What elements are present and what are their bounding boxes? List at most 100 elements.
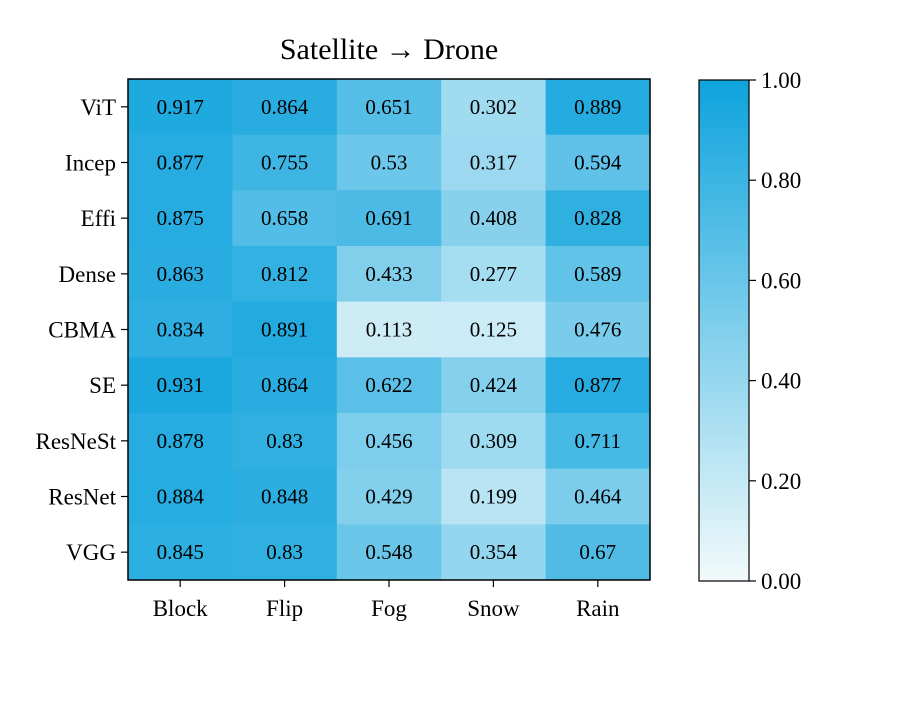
heatmap-cell: [545, 79, 651, 136]
colorbar-ticks: 0.00 0.20 0.40 0.60 0.80 1.00: [749, 68, 801, 594]
heatmap-cell: [128, 79, 233, 136]
heatmap-cell: [232, 413, 338, 470]
heatmap-cell: [545, 468, 651, 525]
cell-value-label: 0.433: [365, 262, 412, 286]
cell-value-label: 0.456: [365, 429, 412, 453]
heatmap-cell: [545, 357, 651, 414]
heatmap-cell: [441, 190, 547, 247]
heatmap-cell: [232, 246, 338, 303]
cell-value-label: 0.834: [157, 318, 205, 342]
cell-value-label: 0.931: [157, 373, 204, 397]
cell-value-label: 0.755: [261, 151, 308, 175]
heatmap-cell: [232, 357, 338, 414]
cell-value-label: 0.878: [157, 429, 204, 453]
cell-value-label: 0.113: [366, 318, 412, 342]
heatmap-cell: [336, 524, 442, 581]
heatmap-cell: [545, 413, 651, 470]
colorbar-tick-label: 1.00: [761, 68, 801, 93]
cell-value-label: 0.864: [261, 95, 309, 119]
heatmap-cell: [545, 134, 651, 191]
cell-value-label: 0.848: [261, 485, 308, 509]
heatmap-cell: [336, 357, 442, 414]
cell-value-label: 0.548: [365, 540, 412, 564]
heatmap-cell: [441, 524, 547, 581]
cell-value-label: 0.354: [470, 540, 518, 564]
cell-value-label: 0.83: [266, 429, 303, 453]
heatmap-cell: [232, 468, 338, 525]
heatmap-cell: [128, 134, 233, 191]
heatmap-cell: [441, 357, 547, 414]
cell-value-label: 0.589: [574, 262, 621, 286]
cell-value-label: 0.594: [574, 151, 622, 175]
heatmap-cell: [128, 524, 233, 581]
cell-value-label: 0.309: [470, 429, 517, 453]
heatmap-cells: [128, 79, 651, 581]
heatmap-cell: [232, 134, 338, 191]
colorbar: [698, 79, 750, 582]
x-tick-label: Fog: [371, 596, 407, 621]
cell-value-label: 0.884: [157, 485, 205, 509]
cell-value-label: 0.875: [157, 206, 204, 230]
x-axis: Block Flip Fog Snow Rain: [153, 580, 620, 621]
heatmap-cell: [441, 246, 547, 303]
cell-value-label: 0.845: [157, 540, 204, 564]
cell-value-label: 0.651: [365, 95, 412, 119]
cell-value-label: 0.658: [261, 206, 308, 230]
y-axis: ViT Incep Effi Dense CBMA SE ResNeSt ResNet VGG: [36, 95, 128, 565]
y-tick-label: SE: [89, 373, 116, 398]
x-tick-label: Rain: [576, 596, 620, 621]
cell-value-label: 0.691: [365, 206, 412, 230]
heatmap-cell: [336, 301, 442, 358]
heatmap-cell: [441, 79, 547, 136]
cell-value-label: 0.877: [574, 373, 621, 397]
heatmap-cell: [232, 524, 338, 581]
cell-value-label: 0.476: [574, 318, 621, 342]
cell-value-label: 0.622: [365, 373, 412, 397]
cell-value-label: 0.863: [157, 262, 204, 286]
cell-value-label: 0.812: [261, 262, 308, 286]
x-tick-label: Block: [153, 596, 208, 621]
heatmap-cell: [441, 301, 547, 358]
heatmap-cell: [128, 301, 233, 358]
cell-value-label: 0.277: [470, 262, 517, 286]
heatmap-cell: [336, 79, 442, 136]
y-tick-label: ResNeSt: [36, 429, 117, 454]
cell-value-label: 0.828: [574, 206, 621, 230]
heatmap-cell: [336, 468, 442, 525]
chart-title: Satellite → Drone: [280, 33, 498, 66]
heatmap-cell: [128, 413, 233, 470]
colorbar-tick-label: 0.80: [761, 168, 801, 193]
cell-value-label: 0.83: [266, 540, 303, 564]
y-tick-label: Incep: [65, 151, 116, 176]
heatmap-cell: [128, 190, 233, 247]
x-tick-label: Flip: [266, 596, 303, 621]
heatmap-cell: [232, 79, 338, 136]
heatmap-cell: [232, 190, 338, 247]
cell-value-label: 0.408: [470, 206, 517, 230]
cell-value-label: 0.67: [579, 540, 616, 564]
cell-value-label: 0.199: [470, 485, 517, 509]
heatmap-cell: [336, 413, 442, 470]
y-tick-label: ViT: [80, 95, 116, 120]
cell-value-label: 0.891: [261, 318, 308, 342]
cell-value-label: 0.429: [365, 485, 412, 509]
heatmap-cell: [232, 301, 338, 358]
y-tick-label: Effi: [81, 206, 116, 231]
heatmap-cell: [545, 301, 651, 358]
heatmap-cell: [128, 246, 233, 303]
colorbar-tick-label: 0.40: [761, 369, 801, 394]
cell-value-label: 0.53: [371, 151, 408, 175]
heatmap-cell: [441, 413, 547, 470]
heatmap-cell: [128, 468, 233, 525]
y-tick-label: ResNet: [48, 485, 116, 510]
cell-labels: 0.917 0.864 0.651 0.302 0.889 0.877 0.755 0.53 0…: [157, 95, 622, 564]
colorbar-tick-label: 0.00: [761, 569, 801, 594]
y-tick-label: CBMA: [48, 318, 116, 343]
y-tick-label: Dense: [59, 262, 116, 287]
x-tick-label: Snow: [467, 596, 520, 621]
cell-value-label: 0.302: [470, 95, 517, 119]
cell-value-label: 0.464: [574, 485, 622, 509]
colorbar-tick-label: 0.60: [761, 268, 801, 293]
